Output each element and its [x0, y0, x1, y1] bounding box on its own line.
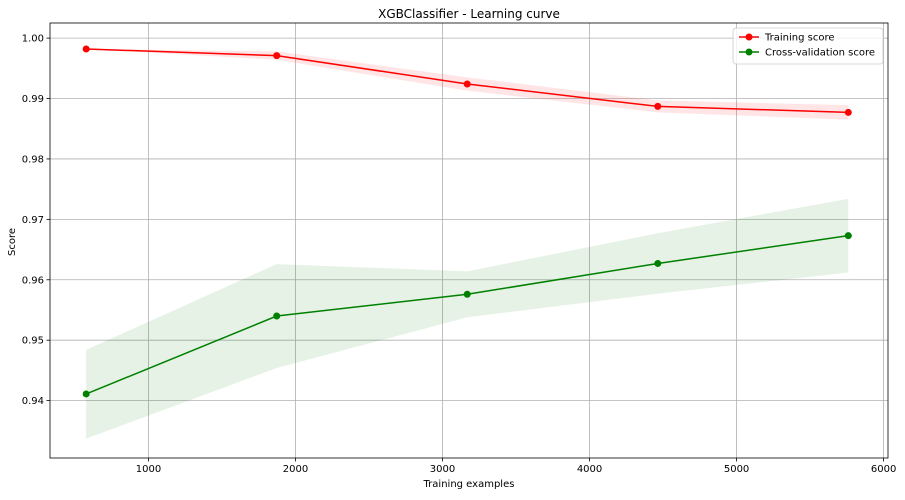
y-tick-label: 0.99: [22, 94, 44, 105]
legend-swatch-marker: [745, 48, 753, 56]
series-0-point: [273, 52, 281, 60]
legend: Training score Cross-validation score: [732, 27, 884, 65]
series-1-confidence-band: [86, 198, 849, 439]
y-tick-label: 0.96: [22, 275, 44, 286]
x-tick-label: 5000: [724, 464, 749, 475]
legend-label: Training score: [764, 33, 835, 44]
x-tick-label: 6000: [871, 464, 896, 475]
x-tick-label: 2000: [283, 464, 308, 475]
y-tick-label: 0.95: [22, 336, 44, 347]
y-tick-label: 0.98: [22, 154, 44, 165]
chart-title: XGBClassifier - Learning curve: [378, 7, 560, 21]
series-1-point: [463, 290, 471, 298]
confidence-bands: [86, 48, 849, 439]
series-0-point: [654, 102, 662, 110]
series-0-point: [463, 80, 471, 88]
x-tick-label: 1000: [136, 464, 161, 475]
legend-label: Cross-validation score: [765, 48, 875, 59]
series-1-point: [82, 390, 90, 398]
axis-ticks: 1000 2000 3000 4000 5000 6000 0.94 0.95 0.96 0.97…: [22, 34, 897, 475]
x-tick-label: 3000: [430, 464, 455, 475]
series-1-point: [654, 259, 662, 267]
legend-box: [732, 27, 884, 65]
y-axis-label: Score: [7, 228, 18, 256]
series-0-point: [82, 45, 90, 53]
series-0-point: [844, 108, 852, 116]
y-tick-label: 0.97: [22, 215, 44, 226]
legend-swatch-marker: [745, 33, 753, 41]
y-tick-label: 1.00: [22, 34, 44, 45]
y-tick-label: 0.94: [22, 396, 44, 407]
plot-frame: [49, 22, 889, 459]
x-tick-label: 4000: [577, 464, 602, 475]
series-1-point: [273, 312, 281, 320]
series-1-point: [844, 232, 852, 240]
x-axis-label: Training examples: [423, 479, 515, 490]
series-points: [82, 45, 852, 398]
